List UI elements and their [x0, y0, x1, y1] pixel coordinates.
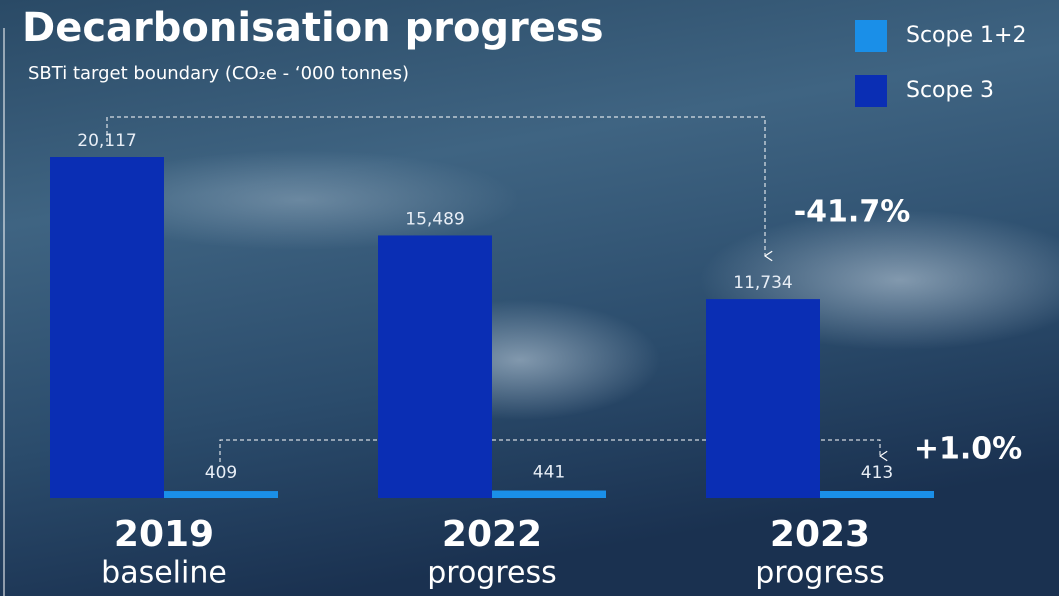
x-tick-sublabel: progress: [427, 556, 557, 591]
legend-swatch: [855, 75, 887, 107]
bar: [164, 491, 278, 498]
value-label: 15,489: [405, 209, 464, 229]
legend-label: Scope 1+2: [906, 23, 1026, 48]
bar: [378, 235, 492, 498]
chart-title: Decarbonisation progress: [22, 5, 604, 51]
x-tick-label: 2022: [442, 514, 542, 555]
chart-subtitle: SBTi target boundary (CO₂e - ‘000 tonnes…: [28, 63, 409, 84]
x-tick-label: 2023: [770, 514, 870, 555]
connector: [219, 439, 888, 462]
value-label: 441: [533, 463, 565, 483]
bar: [820, 490, 934, 498]
connector: [106, 116, 773, 262]
cloud: [80, 150, 520, 250]
bar: [492, 490, 606, 498]
x-tick-sublabel: progress: [755, 556, 885, 591]
value-label: 409: [205, 463, 237, 483]
value-label: 413: [861, 463, 893, 483]
bar: [706, 299, 820, 498]
value-label: 20,117: [77, 131, 136, 151]
x-tick-label: 2019: [114, 514, 214, 555]
value-label: 11,734: [733, 273, 792, 293]
legend-swatch: [855, 20, 887, 52]
annotation: +1.0%: [914, 432, 1022, 467]
annotation: -41.7%: [794, 195, 911, 230]
bar: [50, 157, 164, 498]
legend-label: Scope 3: [906, 78, 994, 103]
x-tick-sublabel: baseline: [101, 556, 227, 591]
